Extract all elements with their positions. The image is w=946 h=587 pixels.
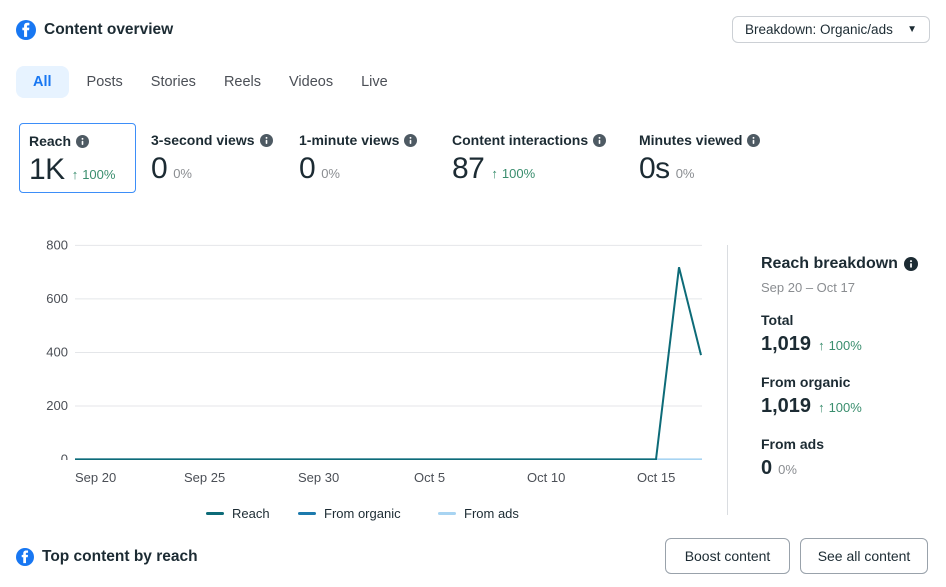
svg-text:800: 800 xyxy=(46,238,68,253)
svg-text:200: 200 xyxy=(46,398,68,413)
svg-text:0: 0 xyxy=(61,452,68,461)
svg-text:600: 600 xyxy=(46,291,68,306)
svg-text:400: 400 xyxy=(46,345,68,360)
